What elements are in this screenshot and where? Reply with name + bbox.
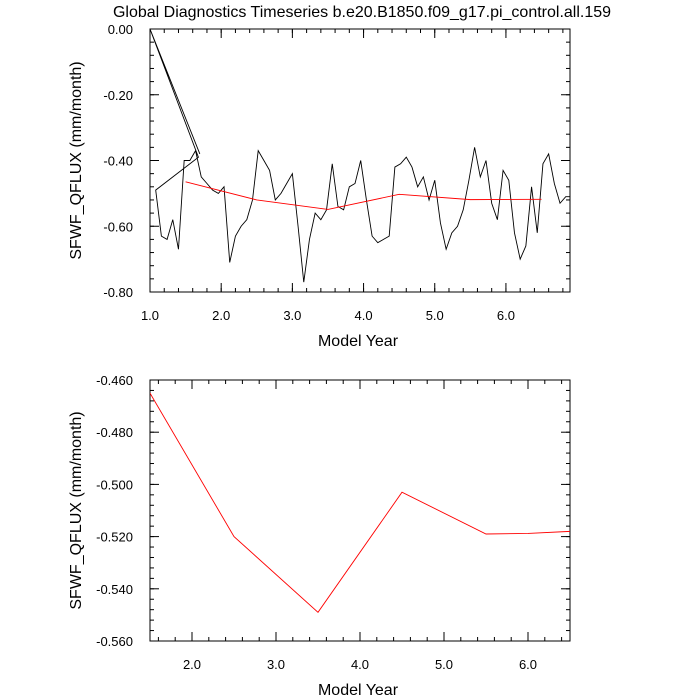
y-tick-label: -0.60 xyxy=(103,219,133,234)
y-tick-label: -0.460 xyxy=(96,373,133,388)
x-tick-label: 5.0 xyxy=(435,657,453,672)
annual-mean-series-line xyxy=(150,392,570,613)
annual-mean-series-line xyxy=(185,181,542,210)
top-panel: 1.0 2.0 3.0 4.0 5.0 6.0 0.00 -0.20 -0.40 -0.60 -0.… xyxy=(68,22,571,350)
x-tick-label: 6.0 xyxy=(497,308,515,323)
plot-title: Global Diagnostics Timeseries b.e20.B185… xyxy=(113,4,611,21)
x-tick-label: 6.0 xyxy=(519,657,537,672)
y-tick-label: -0.560 xyxy=(96,634,133,649)
x-axis-title: Model Year xyxy=(318,333,399,350)
y-axis-title: SFWF_QFLUX (mm/month) xyxy=(68,61,85,259)
x-tick-label: 4.0 xyxy=(355,308,373,323)
y-axis-title: SFWF_QFLUX (mm/month) xyxy=(68,411,85,609)
x-tick-label: 5.0 xyxy=(426,308,444,323)
x-axis-title: Model Year xyxy=(318,682,399,699)
y-tick-label: -0.40 xyxy=(103,154,133,169)
x-tick-label: 4.0 xyxy=(351,657,369,672)
x-tick-label: 1.0 xyxy=(141,308,159,323)
plot-frame xyxy=(149,379,571,642)
monthly-series-line xyxy=(150,29,570,283)
y-tick-label: 0.00 xyxy=(108,22,133,37)
y-tick-label: -0.520 xyxy=(96,530,133,545)
y-tick-label: -0.540 xyxy=(96,582,133,597)
x-tick-label: 2.0 xyxy=(212,308,230,323)
y-tick-label: -0.480 xyxy=(96,425,133,440)
y-tick-label: -0.20 xyxy=(103,88,133,103)
plot-frame xyxy=(149,28,571,293)
x-tick-label: 3.0 xyxy=(283,308,301,323)
y-tick-label: -0.80 xyxy=(103,285,133,300)
x-tick-label: 2.0 xyxy=(183,657,201,672)
x-tick-label: 3.0 xyxy=(267,657,285,672)
y-tick-label: -0.500 xyxy=(96,477,133,492)
bottom-panel: 2.0 3.0 4.0 5.0 6.0 -0.460 -0.480 -0.500 -0.520 -… xyxy=(68,373,571,699)
